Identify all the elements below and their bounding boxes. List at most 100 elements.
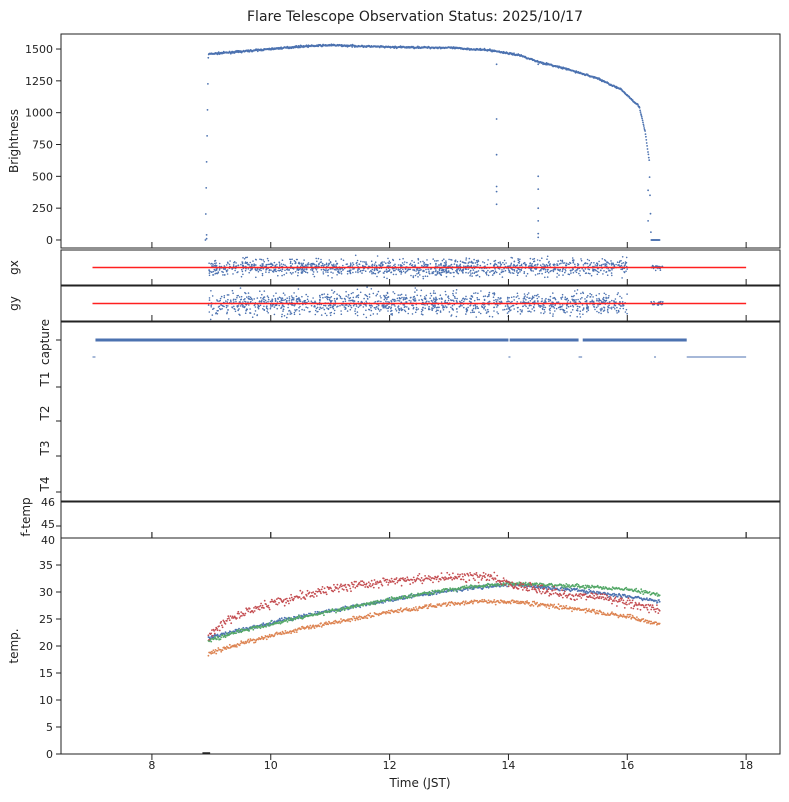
gy-point <box>277 301 279 303</box>
y-tick-label-brightness: 750 <box>32 139 53 152</box>
gx-point <box>425 275 427 277</box>
gy-point <box>235 301 237 303</box>
gx-point <box>378 271 380 273</box>
y-axis-label-gx: gx <box>7 260 21 275</box>
gy-point <box>253 298 255 300</box>
gx-point <box>460 264 462 266</box>
gx-point <box>246 257 248 259</box>
gy-point <box>432 308 434 310</box>
gy-point <box>286 317 288 319</box>
gx-point <box>371 273 373 275</box>
gy-point <box>254 313 256 315</box>
temp-point-T-orange <box>220 651 222 653</box>
gy-point <box>303 301 305 303</box>
gy-point <box>534 295 536 297</box>
gx-point <box>460 260 462 262</box>
gy-point <box>369 305 371 307</box>
gy-point <box>346 304 348 306</box>
gy-point <box>404 304 406 306</box>
gy-point <box>383 306 385 308</box>
brightness-outlier <box>647 189 649 191</box>
gx-point <box>545 269 547 271</box>
gx-point <box>493 265 495 267</box>
gx-point <box>281 263 283 265</box>
gy-point <box>609 301 611 303</box>
gy-point <box>234 309 236 311</box>
gy-point <box>416 309 418 311</box>
gy-point <box>413 307 415 309</box>
gy-point <box>230 301 232 303</box>
temp-point-T-orange <box>323 624 325 626</box>
x-axis-label: Time (JST) <box>388 776 450 790</box>
gy-point <box>341 298 343 300</box>
gy-point <box>401 310 403 312</box>
gy-point <box>463 307 465 309</box>
temp-point-T-orange <box>366 615 368 617</box>
gy-point <box>286 297 288 299</box>
gx-point <box>556 263 558 265</box>
gx-point <box>601 265 603 267</box>
gy-point <box>369 296 371 298</box>
gy-point <box>584 298 586 300</box>
gy-point <box>266 310 268 312</box>
gx-point <box>260 265 262 267</box>
gy-point <box>399 294 401 296</box>
gx-point <box>615 264 617 266</box>
gx-point <box>229 260 231 262</box>
gx-point <box>270 263 272 265</box>
gy-point <box>233 299 235 301</box>
brightness-point <box>642 120 644 122</box>
brightness-point <box>647 148 649 150</box>
gy-point <box>267 295 269 297</box>
gx-point <box>307 263 309 265</box>
gx-point <box>531 270 533 272</box>
temp-point-T-orange <box>415 606 417 608</box>
temp-point-T-blue <box>617 596 619 598</box>
gy-point <box>513 296 515 298</box>
gy-point <box>265 300 267 302</box>
gx-point <box>463 262 465 264</box>
gy-point <box>434 304 436 306</box>
gx-point <box>514 261 516 263</box>
gy-point <box>308 300 310 302</box>
gy-point <box>438 307 440 309</box>
gy-point <box>262 298 264 300</box>
gy-point <box>435 297 437 299</box>
temp-point-T-orange <box>327 624 329 626</box>
gx-point <box>511 263 513 265</box>
temp-point-T-orange <box>349 621 351 623</box>
gx-point <box>587 263 589 265</box>
gx-point <box>448 259 450 261</box>
gy-point <box>381 305 383 307</box>
gy-point <box>542 309 544 311</box>
gx-point <box>306 268 308 270</box>
gy-point <box>459 306 461 308</box>
gx-point <box>423 263 425 265</box>
gx-point <box>405 268 407 270</box>
temp-point-T-blue <box>659 601 661 603</box>
gx-point <box>362 270 364 272</box>
gx-point <box>343 260 345 262</box>
gy-point <box>394 301 396 303</box>
gy-point <box>527 307 529 309</box>
gy-point <box>456 300 458 302</box>
gx-point <box>462 272 464 274</box>
gx-point <box>274 269 276 271</box>
gx-point <box>520 269 522 271</box>
gy-point <box>331 312 333 314</box>
gx-point <box>562 261 564 263</box>
brightness-outlier <box>496 63 498 65</box>
gy-point <box>625 311 627 313</box>
gy-point <box>357 289 359 291</box>
gy-point <box>321 294 323 296</box>
temp-point-T-orange <box>217 650 219 652</box>
gx-point <box>499 273 501 275</box>
temp-point-T-orange <box>296 631 298 633</box>
gx-point <box>565 270 567 272</box>
gx-point <box>609 263 611 265</box>
gx-point <box>237 265 239 267</box>
temp-point-T-orange <box>215 653 217 655</box>
gy-point <box>488 294 490 296</box>
gy-point <box>348 294 350 296</box>
temp-point-T-orange <box>309 626 311 628</box>
